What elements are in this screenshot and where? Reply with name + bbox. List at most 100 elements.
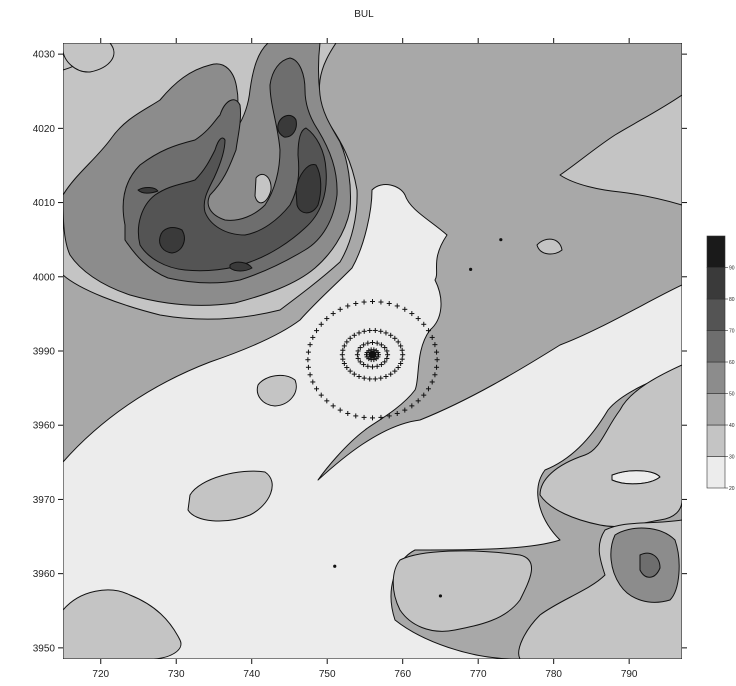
station-marker [307, 342, 313, 348]
station-marker [409, 311, 415, 317]
station-marker [376, 352, 381, 358]
y-tick-label: 4030 [33, 50, 56, 61]
station-marker [365, 340, 371, 346]
station-marker [305, 357, 311, 363]
y-tick-label: 4010 [33, 198, 56, 209]
station-marker [384, 355, 390, 361]
station-marker [341, 343, 347, 349]
y-tick-label: 3990 [33, 347, 56, 358]
y-tick-label: 3960 [33, 421, 56, 432]
station-marker [307, 372, 313, 378]
station-marker [378, 362, 384, 368]
station-dot [438, 594, 443, 598]
station-marker [372, 376, 378, 382]
colorbar-swatch [706, 267, 726, 300]
station-marker [361, 299, 367, 305]
station-marker [392, 335, 398, 341]
station-marker [354, 352, 360, 358]
colorbar-swatch [706, 393, 726, 426]
station-marker [425, 386, 431, 392]
y-tick-label: 4000 [33, 272, 56, 283]
station-marker [356, 374, 362, 380]
x-tick-label: 780 [545, 669, 562, 680]
station-center [368, 350, 377, 359]
contour-high-region [639, 552, 661, 578]
contour-midlow-region-ne [559, 94, 682, 206]
station-marker [318, 321, 324, 327]
station-marker [353, 413, 359, 419]
station-marker [361, 414, 367, 420]
station-marker [357, 345, 363, 351]
station-marker [378, 375, 384, 381]
station-marker [434, 364, 440, 370]
station-marker [340, 347, 346, 353]
station-marker [344, 365, 350, 371]
station-marker [356, 330, 362, 336]
station-marker [353, 301, 359, 307]
station-marker [337, 306, 343, 312]
station-marker [370, 299, 375, 305]
colorbar-label: 80 [729, 297, 735, 303]
colorbar: 20 30 40 50 60 70 80 90 [706, 235, 735, 492]
station-marker [372, 327, 378, 333]
station-marker [415, 398, 421, 404]
station-marker [382, 345, 388, 351]
colorbar-label: 20 [729, 486, 735, 492]
colorbar-label: 90 [729, 266, 735, 272]
station-marker [402, 306, 408, 312]
station-marker [345, 410, 351, 416]
station-marker [383, 374, 389, 380]
station-marker [378, 342, 384, 348]
x-axis: 720 730 740 750 760 770 780 790 [92, 38, 638, 680]
colorbar-swatch [706, 330, 726, 363]
station-marker [374, 340, 380, 346]
x-tick-label: 740 [243, 669, 260, 680]
station-dot [333, 564, 337, 568]
colorbar-swatch [706, 456, 726, 489]
station-marker [361, 362, 367, 368]
contour-low-pocket-nw [254, 174, 272, 204]
station-marker [367, 376, 373, 382]
colorbar-swatch [706, 424, 726, 457]
station-marker [375, 350, 381, 356]
station-marker [395, 339, 401, 345]
contour-peak-spot [277, 114, 297, 138]
contour-midlow-island [187, 470, 273, 522]
station-marker [355, 355, 361, 361]
station-marker [314, 328, 320, 334]
station-marker [324, 398, 330, 404]
station-marker [395, 365, 401, 371]
contour-field [63, 43, 682, 659]
station-marker [388, 371, 394, 377]
station-marker [330, 311, 336, 317]
station-marker [378, 328, 384, 334]
station-markers [305, 238, 503, 598]
station-marker [421, 392, 427, 398]
colorbar-label: 30 [729, 455, 735, 461]
contour-low-region [63, 184, 682, 659]
station-marker [351, 332, 357, 338]
x-tick-label: 750 [319, 669, 336, 680]
station-marker [305, 364, 311, 370]
contour-midlow-region [63, 589, 182, 659]
station-marker [310, 334, 316, 340]
station-marker [370, 364, 375, 370]
y-tick-label: 3950 [33, 643, 56, 654]
contour-peak-spot [137, 187, 159, 194]
contour-peak-spot [229, 261, 253, 272]
station-marker [370, 415, 375, 421]
station-marker [432, 372, 438, 378]
station-marker [382, 359, 388, 365]
station-marker [425, 328, 431, 334]
station-marker [402, 407, 408, 413]
station-marker [367, 327, 373, 333]
station-marker [351, 371, 357, 377]
station-marker [305, 349, 311, 355]
station-marker [429, 379, 435, 385]
station-marker [366, 348, 372, 354]
station-marker [370, 340, 375, 346]
station-marker [398, 361, 404, 367]
station-marker [399, 347, 405, 353]
station-marker [392, 368, 398, 374]
station-marker [310, 379, 316, 385]
